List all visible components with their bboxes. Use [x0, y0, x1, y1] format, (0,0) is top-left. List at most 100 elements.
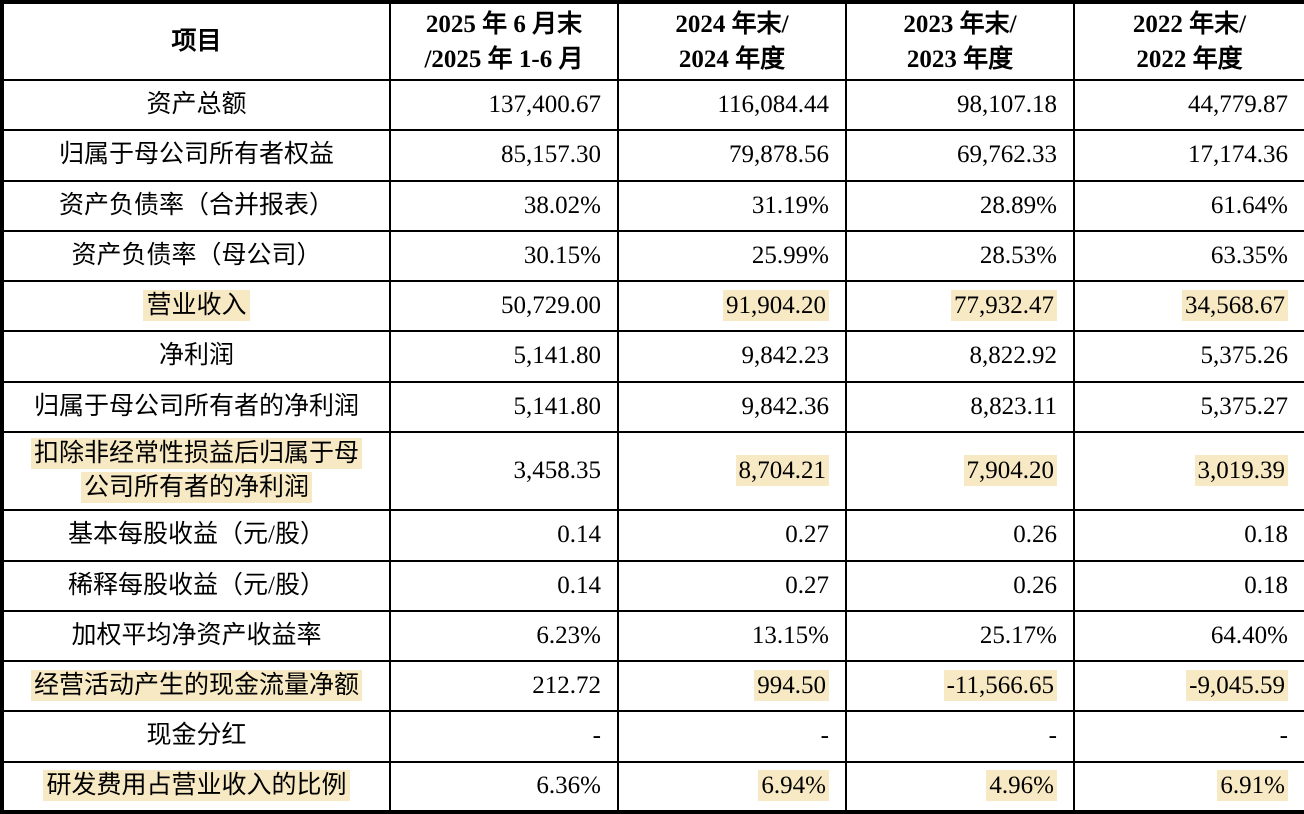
value-text: 212.72	[532, 672, 601, 700]
row-label-text: 扣除非经常性损益后归属于母公司所有者的净利润	[30, 438, 362, 504]
col-header-line: /2025 年 1-6 月	[424, 45, 584, 73]
value-text: 3,019.39	[1194, 455, 1288, 487]
value-cell: 25.17%	[845, 609, 1075, 663]
table-row: 基本每股收益（元/股） 0.14 0.27 0.26 0.18	[1, 509, 1304, 562]
value-cell: -	[617, 710, 847, 763]
row-label-text: 资产总额	[146, 91, 247, 119]
col-header-2025: 2025 年 6 月末 /2025 年 1-6 月	[389, 1, 619, 81]
row-label-cell: 资产总额	[1, 78, 391, 132]
value-text: -	[820, 722, 829, 750]
value-cell: 17,174.36	[1073, 129, 1304, 182]
value-text: -	[1279, 722, 1288, 750]
row-label-cell: 基本每股收益（元/股）	[1, 509, 391, 562]
value-text: 0.14	[557, 521, 601, 549]
value-text: 31.19%	[751, 191, 829, 219]
table-row: 经营活动产生的现金流量净额 212.72 994.50 -11,566.65 -9,04…	[1, 660, 1304, 713]
row-label-cell: 现金分红	[1, 710, 391, 763]
value-text: -9,045.59	[1186, 670, 1288, 702]
value-cell: 25.99%	[617, 229, 847, 283]
col-header-line: 2023 年度	[906, 45, 1014, 73]
value-text: 30.15%	[523, 241, 601, 269]
value-cell: 64.40%	[1073, 609, 1304, 663]
value-text: 5,141.80	[513, 392, 602, 420]
row-label-cell: 净利润	[1, 330, 391, 383]
value-text: 0.14	[557, 571, 601, 599]
value-text: 8,823.11	[970, 392, 1057, 420]
row-label-text: 稀释每股收益（元/股）	[68, 571, 325, 599]
value-cell: 5,141.80	[389, 380, 619, 433]
value-text: 91,904.20	[723, 290, 829, 322]
value-cell: 50,729.00	[389, 280, 619, 333]
value-cell: 77,932.47	[845, 280, 1075, 333]
value-cell: 5,375.26	[1073, 330, 1304, 383]
value-cell: 6.94%	[617, 760, 847, 814]
value-cell: 8,822.92	[845, 330, 1075, 383]
col-header-line: 2024 年末/	[675, 10, 789, 38]
value-cell: 5,141.80	[389, 330, 619, 383]
value-cell: 8,704.21	[617, 430, 847, 512]
row-label-cell: 营业收入	[1, 280, 391, 333]
value-text: 17,174.36	[1188, 141, 1288, 169]
value-text: 5,375.27	[1200, 392, 1289, 420]
value-text: 44,779.87	[1188, 91, 1288, 119]
value-text: -11,566.65	[943, 670, 1057, 702]
value-cell: -11,566.65	[845, 660, 1075, 713]
value-text: 7,904.20	[963, 455, 1057, 487]
value-text: 50,729.00	[501, 292, 601, 320]
value-text: 69,762.33	[957, 141, 1057, 169]
value-cell: 4.96%	[845, 760, 1075, 814]
value-cell: 30.15%	[389, 229, 619, 283]
value-cell: 137,400.67	[389, 78, 619, 132]
value-cell: 98,107.18	[845, 78, 1075, 132]
value-cell: 0.27	[617, 509, 847, 562]
value-cell: 7,904.20	[845, 430, 1075, 512]
value-cell: 91,904.20	[617, 280, 847, 333]
table-row: 归属于母公司所有者权益 85,157.30 79,878.56 69,762.33 17…	[1, 129, 1304, 182]
value-text: 5,141.80	[513, 342, 602, 370]
value-cell: -	[389, 710, 619, 763]
value-text: 116,084.44	[717, 91, 829, 119]
value-text: 34,568.67	[1182, 290, 1288, 322]
value-text: 8,822.92	[969, 342, 1058, 370]
value-cell: 9,842.23	[617, 330, 847, 383]
table-row: 资产负债率（合并报表） 38.02% 31.19% 28.89% 61.64%	[1, 179, 1304, 232]
table-row: 资产负债率（母公司） 30.15% 25.99% 28.53% 63.35%	[1, 229, 1304, 283]
table-row: 资产总额 137,400.67 116,084.44 98,107.18 44,779.…	[1, 78, 1304, 132]
value-cell: -	[845, 710, 1075, 763]
value-text: 8,704.21	[735, 455, 829, 487]
value-text: 98,107.18	[957, 91, 1057, 119]
value-text: 0.27	[785, 521, 829, 549]
row-label-cell: 资产负债率（母公司）	[1, 229, 391, 283]
value-text: 64.40%	[1210, 621, 1288, 649]
col-header-2022: 2022 年末/ 2022 年度	[1073, 1, 1304, 81]
table-row: 研发费用占营业收入的比例 6.36% 6.94% 4.96% 6.91%	[1, 760, 1304, 814]
value-cell: -	[1073, 710, 1304, 763]
row-label-text: 净利润	[158, 342, 234, 370]
col-header-line: 2023 年末/	[903, 10, 1017, 38]
col-header-line: 2025 年 6 月末	[425, 10, 583, 38]
row-label-cell: 稀释每股收益（元/股）	[1, 559, 391, 612]
value-text: 25.99%	[751, 241, 829, 269]
value-cell: 28.53%	[845, 229, 1075, 283]
value-cell: 3,019.39	[1073, 430, 1304, 512]
value-cell: 0.26	[845, 559, 1075, 612]
value-text: 61.64%	[1210, 191, 1288, 219]
value-cell: 6.91%	[1073, 760, 1304, 814]
value-cell: 85,157.30	[389, 129, 619, 182]
table-row: 现金分红 - - - -	[1, 710, 1304, 763]
col-header-line: 2022 年度	[1136, 45, 1243, 73]
value-text: 77,932.47	[951, 290, 1057, 322]
table-row: 扣除非经常性损益后归属于母公司所有者的净利润 3,458.35 8,704.21 7,…	[1, 430, 1304, 512]
row-label-text: 资产负债率（合并报表）	[58, 191, 334, 219]
value-text: -	[592, 722, 601, 750]
value-cell: 79,878.56	[617, 129, 847, 182]
value-text: 13.15%	[751, 621, 829, 649]
value-cell: 34,568.67	[1073, 280, 1304, 333]
value-cell: 61.64%	[1073, 179, 1304, 232]
value-cell: 0.14	[389, 509, 619, 562]
col-header-2023: 2023 年末/ 2023 年度	[845, 1, 1075, 81]
value-cell: 63.35%	[1073, 229, 1304, 283]
value-cell: 9,842.36	[617, 380, 847, 433]
row-label-text: 研发费用占营业收入的比例	[43, 770, 350, 802]
